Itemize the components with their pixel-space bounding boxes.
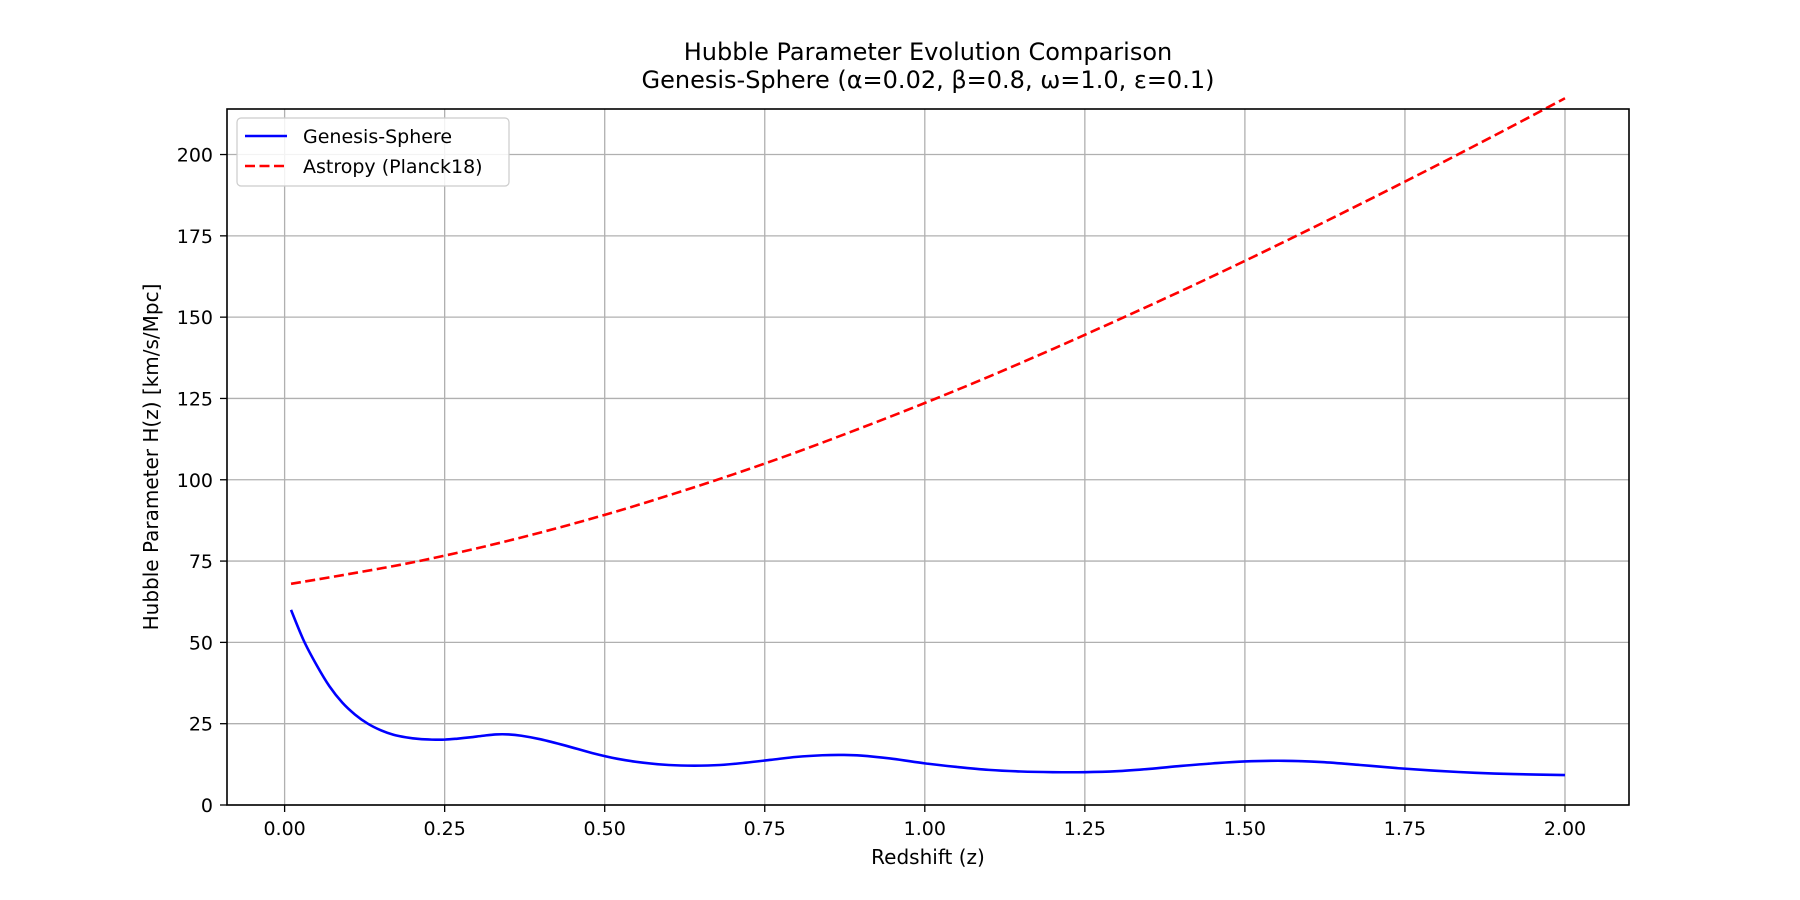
x-axis-label: Redshift (z) [871, 845, 985, 869]
y-tick-label: 200 [177, 145, 213, 167]
y-tick-label: 100 [177, 470, 213, 492]
legend-box [236, 117, 510, 187]
plot-frame [226, 108, 1630, 806]
y-axis-label: Hubble Parameter H(z) [km/s/Mpc] [139, 284, 163, 631]
y-tick-label: 125 [177, 388, 213, 410]
x-tick-label: 1.75 [1384, 818, 1426, 840]
y-tick-label: 150 [177, 307, 213, 329]
series-line-genesis-sphere [289, 609, 1566, 777]
legend: Genesis-Sphere Astropy (Planck18) [236, 117, 510, 187]
y-tick-label: 50 [189, 632, 213, 654]
chart-title: Hubble Parameter Evolution Comparison [684, 38, 1173, 66]
tick-layer: 0.00 0.25 0.50 0.75 1.00 1.25 1.50 1.75 2.00 0 25 5… [177, 145, 1586, 840]
x-tick-label: 0.25 [424, 818, 466, 840]
x-tick-label: 0.00 [263, 818, 305, 840]
x-tick-label: 1.25 [1064, 818, 1106, 840]
y-tick-label: 75 [189, 551, 213, 573]
x-tick-label: 1.50 [1224, 818, 1266, 840]
x-tick-label: 1.00 [904, 818, 946, 840]
grid-layer [227, 109, 1629, 806]
x-tick-label: 0.75 [744, 818, 786, 840]
y-tick-label: 25 [189, 714, 213, 736]
x-tick-label: 0.50 [584, 818, 626, 840]
chart-subtitle: Genesis-Sphere (α=0.02, β=0.8, ω=1.0, ε=… [642, 66, 1215, 94]
series-line-astropy-planck18 [290, 97, 1566, 586]
legend-label-astropy-planck18: Astropy (Planck18) [303, 156, 483, 178]
series-layer [289, 97, 1566, 777]
y-tick-label: 0 [201, 795, 213, 817]
y-tick-label: 175 [177, 226, 213, 248]
x-tick-label: 2.00 [1544, 818, 1586, 840]
legend-label-genesis-sphere: Genesis-Sphere [303, 126, 452, 148]
